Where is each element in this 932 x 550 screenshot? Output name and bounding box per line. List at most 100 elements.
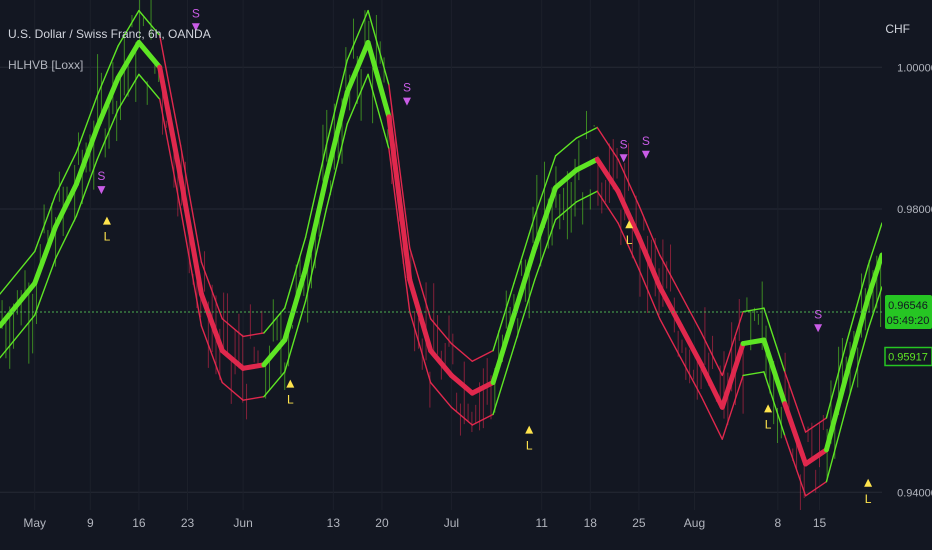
band-edge-segment	[138, 73, 161, 100]
band-edge-segment	[34, 194, 57, 253]
band-edge-segment	[34, 257, 57, 316]
band-edge-segment	[325, 123, 348, 210]
band-edge-segment	[784, 434, 807, 497]
bar-countdown: 05:49:20	[887, 315, 930, 327]
band-center-segment	[303, 174, 329, 272]
band-edge-segment	[804, 417, 828, 433]
time-axis	[0, 510, 932, 550]
band-edge-segment	[513, 215, 536, 285]
short-signal-marker	[191, 23, 200, 32]
band-center-segment	[178, 174, 204, 297]
band-center-segment	[344, 40, 371, 95]
band-edge-segment	[284, 300, 307, 373]
long-signal-marker	[286, 379, 295, 388]
band-edge-segment	[75, 158, 98, 217]
time-tick-label: 11	[535, 516, 548, 530]
band-edge-segment	[721, 310, 744, 377]
band-edge-segment	[534, 155, 557, 217]
band-edge-segment	[367, 9, 390, 86]
band-center-segment	[865, 252, 885, 300]
band-center-segment	[198, 291, 225, 354]
band-edge-segment	[700, 332, 723, 377]
band-edge-segment	[867, 286, 883, 331]
band-edge-segment	[138, 9, 161, 37]
band-center-segment	[573, 156, 600, 173]
band-edge-segment	[242, 395, 265, 401]
band-edge-segment	[825, 339, 848, 419]
band-edge-segment	[388, 84, 411, 249]
band-center-segment	[94, 75, 121, 130]
band-center-segment	[761, 337, 788, 407]
band-edge-segment	[596, 126, 619, 161]
band-center-segment	[240, 362, 267, 371]
band-center-segment	[657, 284, 684, 329]
band-edge-segment	[325, 59, 348, 146]
band-edge-segment	[159, 98, 182, 210]
short-signal-label: S	[97, 169, 105, 183]
long-signal-label: L	[765, 417, 772, 431]
band-center-segment	[719, 341, 746, 410]
band-edge-segment	[638, 204, 661, 256]
band-edge-segment	[346, 73, 369, 125]
time-tick-label: 23	[181, 516, 195, 530]
indicator-title[interactable]: HLHVB [Loxx]	[8, 58, 84, 72]
short-signal-marker	[619, 154, 628, 163]
band-edge-segment	[575, 126, 598, 139]
band-edge-segment	[96, 109, 119, 161]
short-signal-marker	[402, 97, 411, 106]
band-center-segment	[532, 185, 559, 251]
band-edge-segment	[117, 9, 140, 47]
band-edge-segment	[575, 190, 598, 203]
band-center-segment	[157, 64, 184, 180]
band-edge-segment	[534, 218, 557, 281]
band-edge-segment	[263, 371, 286, 398]
band-center-segment	[553, 167, 579, 191]
band-center-segment	[115, 40, 142, 81]
long-signal-marker	[625, 220, 634, 229]
last-price-tag	[885, 294, 932, 329]
indicator-price-value: 0.95917	[888, 352, 928, 364]
band-edge-segment	[0, 250, 36, 295]
long-signal-label: L	[104, 230, 111, 244]
band-center-segment	[678, 323, 704, 368]
symbol-title[interactable]: U.S. Dollar / Swiss Franc, 6h, OANDA	[8, 27, 211, 41]
time-tick-label: 13	[327, 516, 341, 530]
time-tick-label: 15	[813, 516, 827, 530]
band-edge-segment	[388, 148, 411, 313]
band-center-segment	[365, 40, 392, 120]
band-edge-segment	[159, 34, 182, 146]
band-edge-segment	[471, 349, 494, 362]
last-price-value: 0.96546	[888, 300, 928, 312]
band-edge-segment	[846, 264, 869, 341]
band-center-segment	[448, 372, 475, 396]
band-edge-segment	[763, 371, 786, 437]
band-edge-segment	[825, 403, 848, 483]
band-center-segment	[594, 156, 621, 194]
long-signal-marker	[864, 478, 873, 487]
time-tick-label: 25	[632, 516, 646, 530]
band-edge-segment	[242, 332, 265, 338]
band-edge-segment	[492, 282, 515, 352]
band-center-segment	[53, 181, 79, 230]
short-signal-marker	[814, 324, 823, 333]
time-tick-label: Aug	[684, 516, 705, 530]
short-signal-label: S	[620, 137, 628, 151]
band-edge-segment	[200, 325, 223, 384]
band-edge-segment	[596, 190, 619, 224]
band-center-segment	[73, 125, 100, 187]
long-signal-label: L	[626, 233, 633, 247]
band-edge-segment	[346, 9, 369, 61]
short-signal-marker	[97, 186, 106, 195]
long-signal-marker	[764, 404, 773, 413]
band-edge-segment	[409, 310, 432, 384]
band-edge-segment	[721, 374, 744, 440]
band-edge-segment	[867, 222, 883, 267]
band-edge-segment	[221, 381, 244, 401]
band-edge-segment	[554, 201, 578, 221]
long-signal-label: L	[287, 393, 294, 407]
band-center-segment	[636, 234, 663, 290]
